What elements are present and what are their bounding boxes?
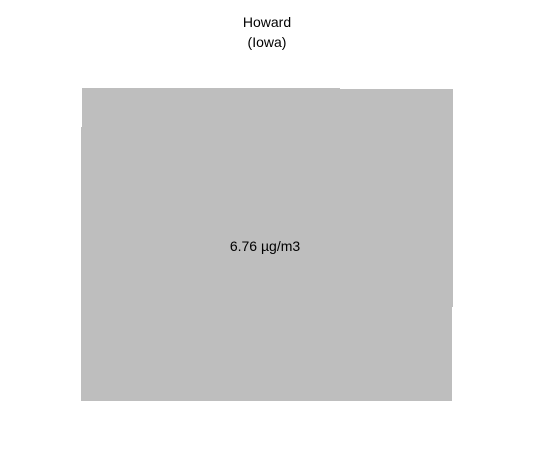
map-title: Howard [242, 14, 292, 30]
county-value-label: 6.76 µg/m3 [230, 238, 301, 254]
county-region-shape [81, 88, 453, 401]
map-title-block: Howard (Iowa) [0, 12, 534, 52]
map-subtitle: (Iowa) [247, 34, 287, 50]
